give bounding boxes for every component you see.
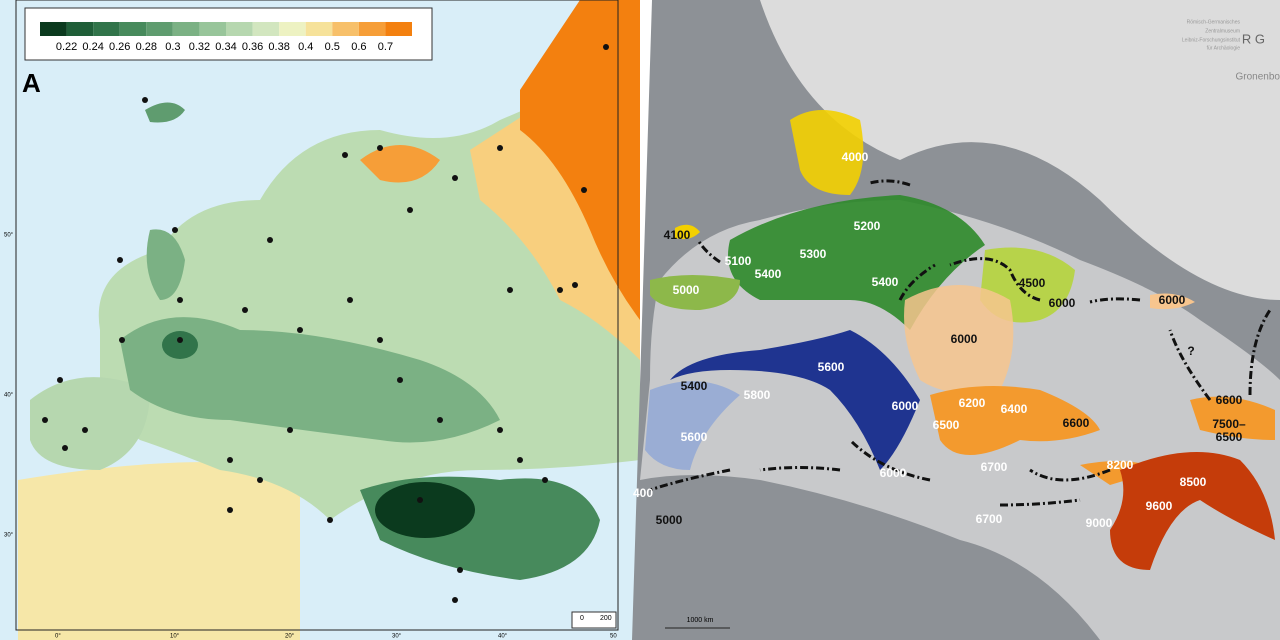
migration-arrows	[649, 179, 1272, 507]
longitude-label: 20°	[285, 634, 295, 640]
legend-swatch	[172, 22, 200, 36]
date-label: 6600	[1216, 393, 1243, 407]
date-label: 6000	[951, 332, 978, 346]
scale-box	[571, 611, 617, 629]
place-name: Gronenbo	[1236, 72, 1280, 83]
legend-label: 0.26	[109, 41, 130, 53]
legend-swatch	[252, 22, 280, 36]
legend-label: 0.32	[189, 41, 210, 53]
latitude-label: 40°	[4, 393, 14, 399]
legend-swatch	[119, 22, 147, 36]
date-label: 6000	[1049, 296, 1076, 310]
longitude-label: 50	[610, 634, 617, 640]
legend-swatch	[358, 22, 386, 36]
date-label: 400	[633, 486, 653, 500]
date-label: 8500	[1180, 475, 1207, 489]
legend-swatch	[279, 22, 306, 36]
date-label: 5300	[800, 247, 827, 261]
date-label: 5400	[872, 275, 899, 289]
date-label: 4000	[842, 150, 869, 164]
legend-label: 0.22	[56, 41, 77, 53]
legend-label: 0.28	[136, 41, 157, 53]
date-label: 5200	[854, 219, 881, 233]
legend-label: 0.38	[268, 41, 289, 53]
legend-swatch	[93, 22, 120, 36]
right-map: R G Römisch-Germanisches Zentralmuseum Lei…	[632, 0, 1280, 640]
longitude-label: 10°	[170, 634, 180, 640]
date-label: 5800	[744, 388, 771, 402]
date-label: 6700	[981, 460, 1008, 474]
date-label: 5600	[818, 360, 845, 374]
date-label: 6000	[880, 466, 907, 480]
institution-text: Zentralmuseum	[1205, 28, 1240, 34]
panel-label: A	[22, 68, 41, 98]
map-frame	[15, 0, 619, 631]
institution-text: Leibniz-Forschungsinstitut	[1182, 37, 1241, 43]
legend-swatch	[305, 22, 333, 36]
legend-label: 0.5	[325, 41, 340, 53]
scale-label: 200	[600, 615, 612, 622]
latitude-label: 50°	[4, 233, 14, 239]
left-map: 0.22 0.24 0.26 0.28 0.3 0.32 0.34 0.36 0.38 0.4 0.…	[0, 0, 640, 640]
legend-label: 0.24	[82, 41, 103, 53]
legend-swatch	[66, 22, 94, 36]
date-label: 4100	[664, 228, 691, 242]
legend-label: 0.36	[242, 41, 263, 53]
legend-swatch	[146, 22, 173, 36]
legend-label: 0.34	[215, 41, 236, 53]
date-label: 9600	[1146, 499, 1173, 513]
date-label: 6200	[959, 396, 986, 410]
scale-label: 0	[580, 615, 584, 622]
date-label: 5100	[725, 254, 752, 268]
date-label: 4500	[1019, 276, 1046, 290]
longitude-label: 30°	[392, 634, 402, 640]
date-label: 5400	[755, 267, 782, 281]
date-label: 6700	[976, 512, 1003, 526]
logo: R G	[1242, 31, 1265, 46]
date-label: 6400	[1001, 402, 1028, 416]
question-mark: ?	[1187, 344, 1194, 358]
sample-dots	[42, 44, 609, 603]
longitude-label: 40°	[498, 634, 508, 640]
date-label: 6000	[1159, 293, 1186, 307]
legend-label: 0.6	[351, 41, 366, 53]
latitude-label: 30°	[4, 533, 14, 539]
legend-swatch	[332, 22, 359, 36]
date-label: 5000	[673, 283, 700, 297]
legend-swatch	[199, 22, 226, 36]
date-label: 5600	[681, 430, 708, 444]
institution-text: Römisch-Germanisches	[1187, 19, 1241, 25]
scale-label: 1000 km	[687, 617, 714, 624]
legend-label: 0.3	[165, 41, 180, 53]
date-label: 6500	[933, 418, 960, 432]
legend-label: 0.7	[378, 41, 393, 53]
date-label: 6500	[1216, 430, 1243, 444]
date-label: 5000	[656, 513, 683, 527]
institution-text: für Archäologie	[1207, 45, 1241, 51]
date-label: 5400	[681, 379, 708, 393]
legend-swatch	[40, 22, 67, 36]
legend-swatch	[226, 22, 253, 36]
date-label: 6000	[892, 399, 919, 413]
longitude-label: 0°	[55, 634, 61, 640]
date-label: 9000	[1086, 516, 1113, 530]
date-label: 7500–	[1212, 417, 1246, 431]
legend-swatch	[385, 22, 412, 36]
date-label: 8200	[1107, 458, 1134, 472]
legend-label: 0.4	[298, 41, 313, 53]
date-label: 6600	[1063, 416, 1090, 430]
